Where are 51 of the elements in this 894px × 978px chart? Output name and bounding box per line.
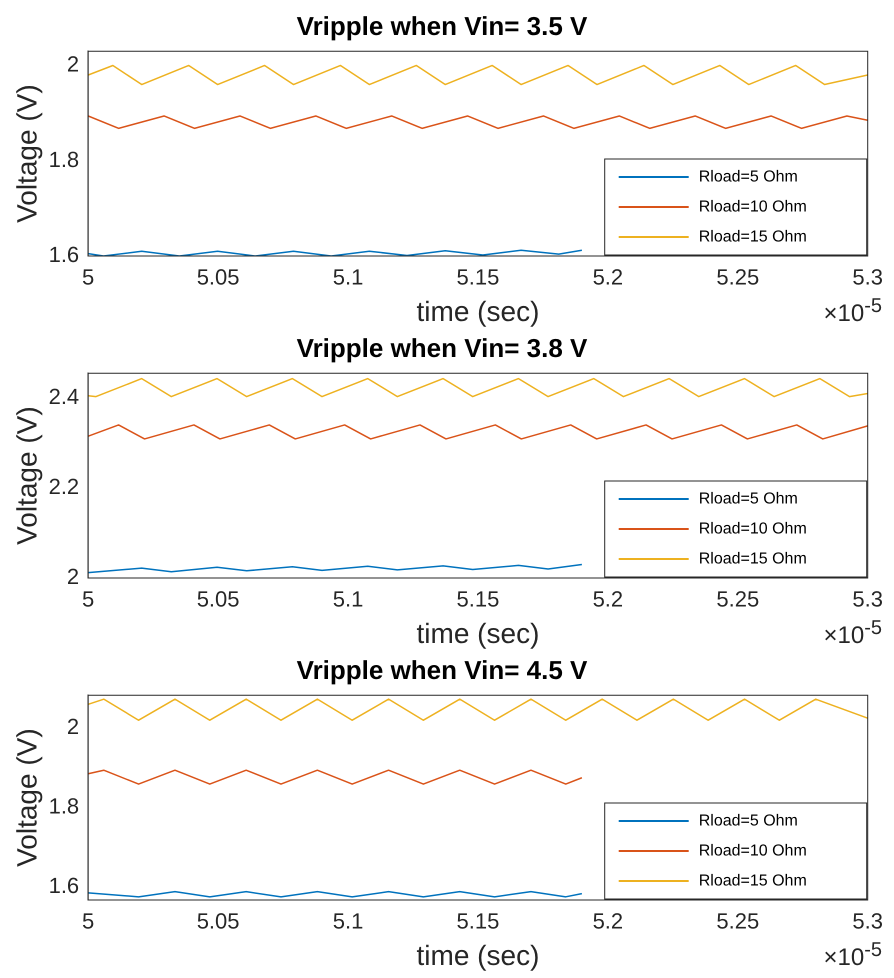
x-tick-label: 5.05 (196, 908, 240, 934)
x-axis-title: time (sec) (416, 940, 540, 971)
y-tick-label: 2 (66, 714, 80, 740)
legend-label: Rload=10 Ohm (698, 198, 807, 216)
y-tick-label: 2 (66, 564, 80, 590)
legend-label: Rload=15 Ohm (698, 550, 807, 568)
x-axis-title: time (sec) (416, 296, 540, 327)
x-tick-label: 5.15 (456, 908, 500, 934)
chart-title: Vripple when Vin= 3.8 V (296, 332, 588, 363)
x-tick-label: 5.1 (332, 586, 364, 612)
x-tick-label: 5 (82, 264, 94, 290)
x-tick-label: 5.05 (196, 586, 240, 612)
y-tick-label: 1.6 (48, 872, 80, 898)
x-tick-label: 5.2 (592, 264, 624, 290)
y-axis-title: Voltage (V) (12, 84, 43, 223)
chart-title: Vripple when Vin= 3.5 V (296, 10, 588, 41)
y-tick-label: 1.6 (48, 242, 80, 268)
legend-label: Rload=5 Ohm (698, 490, 798, 508)
text: ×10$^{-5}$ (823, 617, 882, 650)
legend-label: Rload=5 Ohm (698, 168, 798, 186)
legend-label: Rload=15 Ohm (698, 872, 807, 890)
x-tick-label: 5.3 (852, 908, 884, 934)
legend-label: Rload=10 Ohm (698, 842, 807, 860)
y-tick-label: 2.2 (48, 474, 80, 500)
text: ×10$^{-5}$ (823, 295, 882, 328)
x-tick-label: 5 (82, 586, 94, 612)
legend-label: Rload=15 Ohm (698, 228, 807, 246)
x-tick-label: 5.2 (592, 908, 624, 934)
x-tick-label: 5.25 (716, 264, 760, 290)
legend-label: Rload=10 Ohm (698, 520, 807, 538)
x-tick-label: 5.3 (852, 264, 884, 290)
x-tick-label: 5.15 (456, 264, 500, 290)
chart-title: Vripple when Vin= 4.5 V (296, 654, 588, 685)
legend-label: Rload=5 Ohm (698, 812, 798, 830)
x-tick-label: 5 (82, 908, 94, 934)
y-tick-label: 2 (66, 52, 80, 77)
y-tick-label: 1.8 (48, 794, 80, 819)
x-tick-label: 5.2 (592, 586, 624, 612)
x-tick-label: 5.05 (196, 264, 240, 290)
y-axis-title: Voltage (V) (12, 406, 43, 545)
y-tick-label: 1.8 (48, 146, 80, 172)
y-tick-label: 2.4 (48, 384, 80, 410)
x-tick-label: 5.1 (332, 908, 364, 934)
x-tick-label: 5.3 (852, 586, 884, 612)
x-tick-label: 5.1 (332, 264, 364, 290)
x-tick-label: 5.25 (716, 908, 760, 934)
x-axis-title: time (sec) (416, 618, 540, 649)
x-tick-label: 5.25 (716, 586, 760, 612)
text: ×10$^{-5}$ (823, 939, 882, 972)
y-axis-title: Voltage (V) (12, 728, 43, 867)
x-tick-label: 5.15 (456, 586, 500, 612)
